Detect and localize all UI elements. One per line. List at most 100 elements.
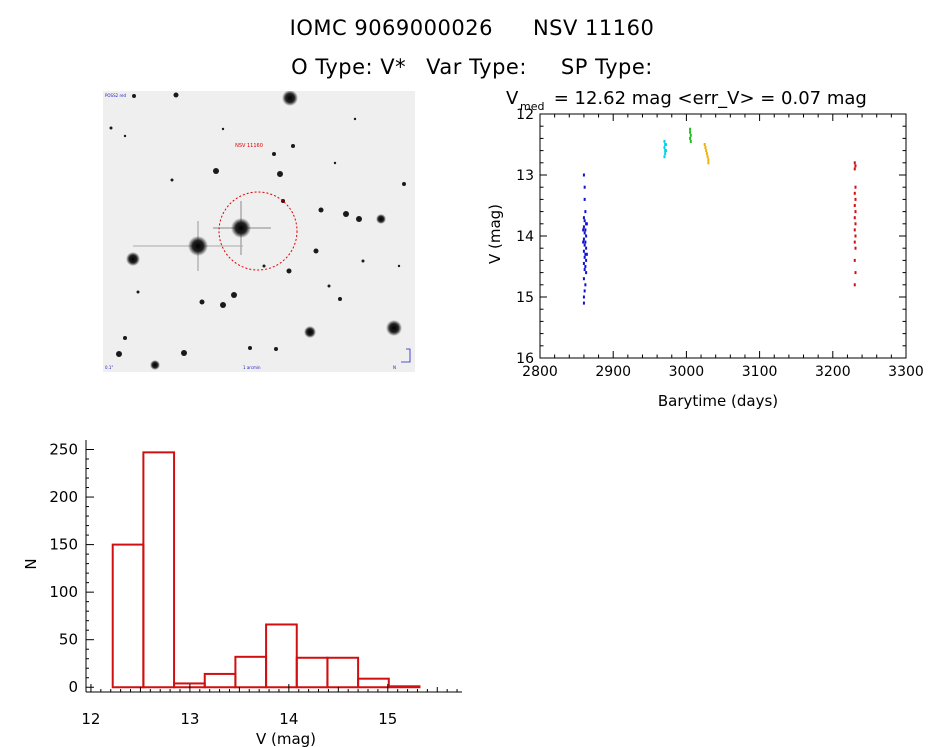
lc-data-point (584, 210, 587, 214)
lc-data-point (585, 246, 588, 250)
lc-data-point (582, 228, 585, 232)
object-id: IOMC 9069000026 (289, 16, 493, 40)
lc-title-main: V (506, 88, 519, 109)
hist-x-tick-label: 13 (180, 710, 199, 728)
lc-x-tick-label: 3200 (815, 364, 851, 380)
lc-data-point (854, 185, 857, 189)
lc-data-point (854, 271, 857, 275)
lc-data-point (583, 185, 586, 189)
lc-data-point (584, 283, 587, 287)
sky-scale-label: 0.1° (105, 365, 113, 370)
lc-series-2 (689, 127, 692, 143)
hist-x-axis-label: V (mag) (256, 730, 316, 747)
lc-data-point (582, 249, 585, 253)
sky-arcmin-label: 1 arcmin (243, 365, 261, 370)
lc-data-point (582, 301, 585, 305)
lc-data-point (853, 283, 856, 287)
lc-plot-frame (539, 113, 907, 359)
lc-data-point (707, 158, 710, 162)
lc-plot-area: 2800 2900 3000 3100 3200 3300 12 13 14 15 16 (516, 107, 924, 380)
lc-data-point (689, 139, 692, 143)
target-circle (218, 191, 298, 271)
sp-type-label: SP Type: (560, 55, 653, 79)
lc-data-point (663, 139, 666, 143)
lc-title-sub: med (520, 100, 544, 113)
lc-series-1 (663, 139, 667, 159)
lc-data-point (582, 277, 585, 281)
lc-data-point (583, 219, 586, 223)
lc-data-point (689, 130, 692, 134)
var-type-label: Var Type: (426, 55, 527, 79)
lc-series-0 (582, 173, 588, 305)
lc-data-point (706, 155, 709, 159)
lc-data-point (853, 216, 856, 220)
lc-series-4 (853, 161, 857, 287)
lc-data-point (584, 240, 587, 244)
star-field (109, 91, 406, 370)
lc-data-point (582, 295, 585, 299)
hist-bar (111, 543, 145, 689)
hist-bar (265, 623, 298, 689)
compass-icon (401, 348, 411, 363)
lc-data-point (854, 164, 857, 168)
hist-x-tick-label: 15 (378, 710, 397, 728)
lc-data-point (854, 234, 857, 238)
lc-data-point (664, 152, 667, 156)
lc-data-point (705, 152, 708, 156)
lc-y-tick-label: 12 (516, 107, 534, 123)
lc-data-point (663, 155, 666, 159)
lc-y-tick-label: 14 (516, 229, 534, 245)
lc-y-axis-label: V (mag) (486, 204, 504, 264)
lc-data-point (583, 268, 586, 272)
lc-data-point (853, 161, 856, 165)
lc-data-point (853, 228, 856, 232)
lc-data-point (582, 240, 585, 244)
lc-data-point (853, 258, 856, 262)
lc-data-point (853, 204, 856, 207)
lc-data-point (854, 222, 857, 226)
lc-y-tick-label: 13 (516, 168, 534, 184)
lc-data-point (585, 258, 588, 262)
lc-data-point (585, 234, 588, 238)
lc-data-point (585, 252, 588, 256)
lc-data-point (704, 146, 707, 150)
hist-y-tick-label: 0 (68, 678, 78, 696)
hist-bar (387, 685, 421, 689)
hist-x-tick-label: 14 (279, 710, 298, 728)
lc-data-point (582, 173, 585, 177)
lc-data-point (582, 261, 585, 265)
sky-north-label: N (393, 365, 396, 370)
lc-x-tick-label: 2900 (595, 364, 631, 380)
lc-data-point (664, 149, 667, 153)
lc-data-point (584, 265, 587, 268)
lc-data-point (689, 136, 692, 140)
lc-data-point (585, 222, 588, 226)
lc-x-tick-label: 3300 (888, 364, 924, 380)
lc-data-point (689, 127, 692, 131)
lc-data-point (707, 161, 710, 165)
hist-y-tick-label: 50 (59, 631, 78, 649)
hist-y-tick-label: 250 (49, 441, 78, 459)
lc-data-point (853, 240, 856, 244)
light-curve-chart: V med = 12.62 mag <err_V> = 0.07 mag 280… (486, 88, 924, 410)
hist-bar (203, 672, 237, 689)
lc-data-point (582, 225, 585, 229)
lc-data-point (583, 243, 586, 247)
type-line: O Type: V* Var Type: SP Type: (0, 55, 944, 79)
hist-bar (142, 451, 176, 689)
lc-y-tick-label: 16 (516, 351, 534, 367)
hist-y-tick-label: 200 (49, 488, 78, 506)
lc-series-3 (703, 143, 710, 165)
o-type-label: O Type: V* (291, 55, 407, 79)
lc-x-axis-label: Barytime (days) (658, 392, 778, 410)
lc-x-tick-label: 3100 (742, 364, 778, 380)
lc-data-point (854, 197, 857, 201)
lc-data-point (584, 252, 587, 256)
lc-data-point (583, 231, 586, 235)
lc-data-point (583, 197, 586, 201)
lc-x-tick-label: 2800 (522, 364, 558, 380)
object-title: IOMC 9069000026 NSV 11160 (0, 16, 944, 40)
hist-y-axis-label: N (22, 558, 40, 569)
lc-x-tick-label: 3000 (669, 364, 705, 380)
